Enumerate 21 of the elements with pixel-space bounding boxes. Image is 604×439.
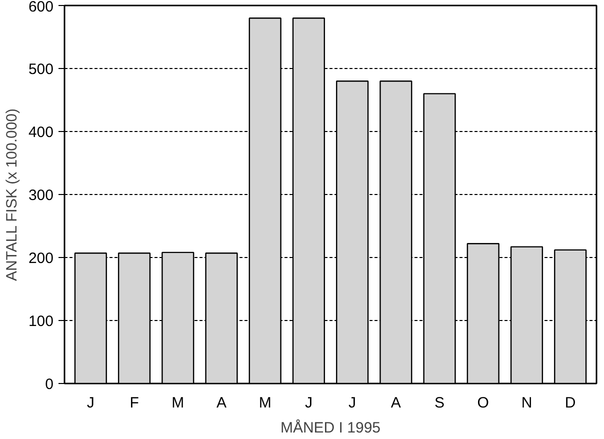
- y-tick-label: 100: [28, 313, 54, 330]
- y-axis-title: ANTALL FISK (x 100.000): [3, 108, 20, 282]
- y-tick-label: 400: [28, 124, 54, 141]
- x-tick-label: M: [172, 394, 184, 412]
- x-tick-label: O: [477, 394, 489, 412]
- x-tick-label: M: [258, 394, 272, 412]
- x-tick-label: J: [304, 394, 312, 412]
- x-tick-label: A: [390, 394, 401, 412]
- y-tick-label: 200: [28, 250, 54, 267]
- x-tick-label: F: [130, 394, 139, 412]
- x-tick-label: D: [564, 394, 576, 412]
- x-axis-title: MÅNED I 1995: [280, 418, 381, 436]
- x-tick-label: J: [348, 394, 356, 412]
- y-tick-label: 300: [28, 187, 54, 204]
- y-tick-label: 600: [28, 0, 54, 16]
- y-tick-label: 0: [45, 376, 54, 393]
- x-tick-label: A: [216, 394, 226, 412]
- x-tick-label: N: [521, 394, 532, 412]
- x-tick-label: S: [434, 394, 445, 412]
- y-tick-label: 500: [28, 61, 54, 78]
- x-tick-label: J: [86, 394, 94, 412]
